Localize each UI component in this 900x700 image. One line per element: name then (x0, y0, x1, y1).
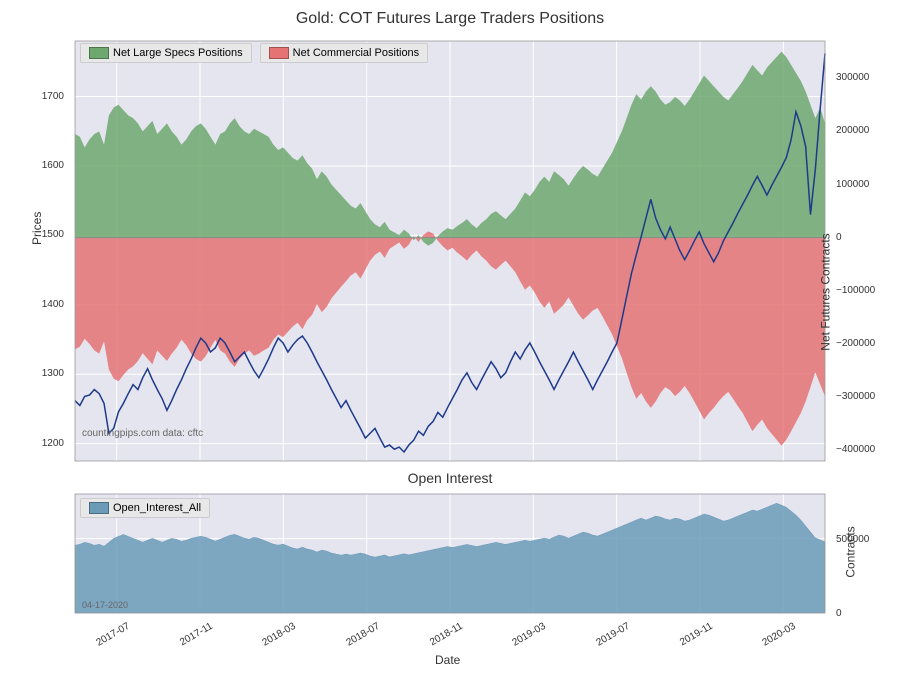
legend-swatch-oi (89, 502, 109, 514)
xtick: 2020-03 (749, 621, 798, 656)
legend-swatch-comm (269, 47, 289, 59)
oi-ytick: 500000 (836, 534, 869, 545)
legend-label-comm: Net Commercial Positions (293, 47, 420, 59)
xtick: 2017-07 (83, 621, 132, 656)
xtick: 2018-07 (333, 621, 382, 656)
ytick-left: 1600 (42, 160, 64, 171)
oi-xlabel: Date (435, 653, 460, 667)
xtick: 2018-11 (416, 621, 465, 656)
oi-ytick: 0 (836, 608, 842, 619)
ytick-right: −400000 (836, 444, 875, 455)
ytick-left: 1300 (42, 368, 64, 379)
xtick: 2019-11 (666, 621, 715, 656)
ytick-left: 1500 (42, 229, 64, 240)
ytick-left: 1400 (42, 299, 64, 310)
ytick-left: 1200 (42, 438, 64, 449)
main-chart-title: Gold: COT Futures Large Traders Position… (70, 10, 830, 28)
ytick-right: −100000 (836, 285, 875, 296)
legend-main: Net Large Specs Positions Net Commercial… (80, 43, 428, 63)
legend-item-oi: Open_Interest_All (80, 498, 210, 518)
ytick-right: −300000 (836, 391, 875, 402)
ytick-right: 100000 (836, 179, 869, 190)
legend-swatch-specs (89, 47, 109, 59)
ytick-left: 1700 (42, 91, 64, 102)
ytick-right: 0 (836, 232, 842, 243)
oi-chart-container: Open Interest Open_Interest_All Contract… (70, 470, 830, 621)
main-chart-svg (70, 36, 830, 466)
ylabel-right: Net Futures Contracts (818, 233, 832, 350)
main-chart-container: Gold: COT Futures Large Traders Position… (70, 10, 830, 471)
oi-chart-title: Open Interest (70, 470, 830, 486)
ytick-right: −200000 (836, 338, 875, 349)
main-watermark: countingpips.com data: cftc (82, 428, 203, 439)
legend-item-specs: Net Large Specs Positions (80, 43, 252, 63)
legend-label-specs: Net Large Specs Positions (113, 47, 243, 59)
legend-oi: Open_Interest_All (80, 498, 210, 518)
xtick: 2019-03 (499, 621, 548, 656)
xtick: 2017-11 (166, 621, 215, 656)
ytick-right: 200000 (836, 125, 869, 136)
oi-watermark: 04-17-2020 (82, 600, 128, 610)
xtick: 2019-07 (583, 621, 632, 656)
xtick: 2018-03 (249, 621, 298, 656)
legend-label-oi: Open_Interest_All (113, 502, 201, 514)
ytick-right: 300000 (836, 72, 869, 83)
legend-item-comm: Net Commercial Positions (260, 43, 429, 63)
